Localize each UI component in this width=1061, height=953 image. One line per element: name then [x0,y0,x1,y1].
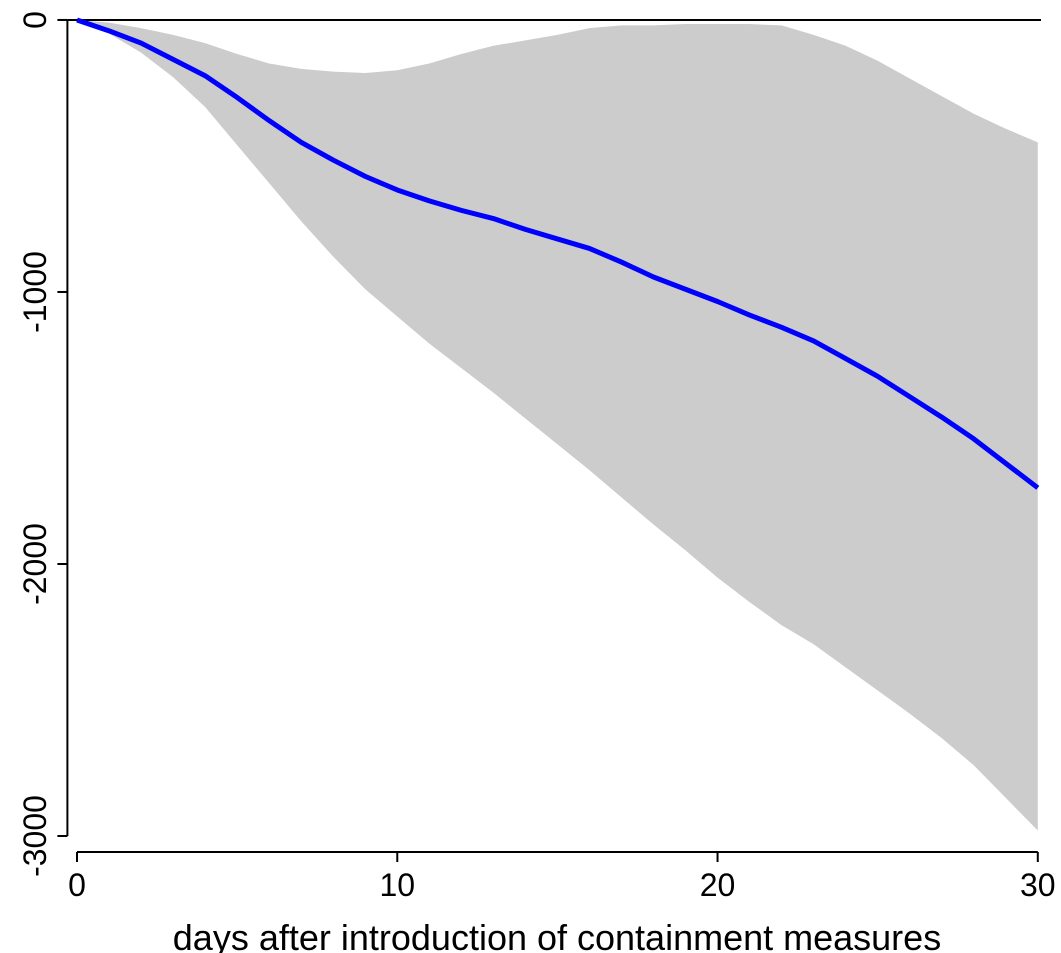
confidence-band [77,19,1038,831]
x-axis-title: days after introduction of containment m… [173,917,941,953]
y-tick-label: -3000 [17,795,53,877]
x-tick-label: 30 [1020,867,1056,903]
x-tick-label: 10 [379,867,415,903]
y-tick-label: -1000 [17,251,53,333]
x-tick-label: 0 [68,867,86,903]
x-tick-label: 20 [700,867,736,903]
y-tick-label: -2000 [17,523,53,605]
line [76,17,1040,490]
y-tick-label: 0 [17,11,53,29]
